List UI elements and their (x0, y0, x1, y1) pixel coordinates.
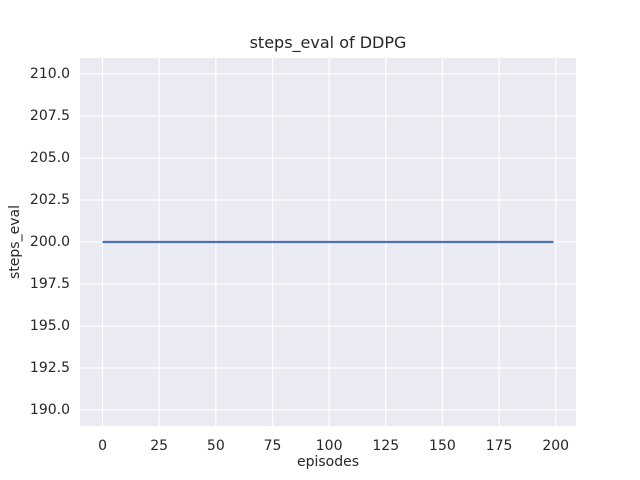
x-tick-label: 100 (315, 438, 343, 454)
y-tick-label: 200.0 (29, 234, 70, 250)
y-tick-label: 205.0 (29, 149, 70, 166)
x-tick-label: 200 (542, 438, 570, 454)
y-tick-label: 192.5 (29, 360, 70, 377)
x-tick-label: 25 (150, 438, 169, 454)
x-tick-label: 0 (98, 438, 107, 454)
x-axis-label: episodes (296, 454, 360, 470)
x-tick-label: 75 (263, 438, 282, 454)
x-tick-label: 150 (429, 438, 456, 454)
x-tick-label: 175 (485, 438, 513, 454)
y-tick-label: 197.5 (29, 276, 70, 292)
x-tick-label: 125 (372, 438, 400, 454)
y-tick-label: 202.5 (29, 191, 70, 208)
y-tick-label: 210.0 (29, 65, 70, 82)
y-tick-label: 190.0 (29, 402, 70, 419)
y-tick-label: 207.5 (29, 107, 70, 124)
chart-title: steps_eval of DDPG (249, 33, 407, 52)
y-tick-label: 195.0 (29, 318, 70, 335)
x-tick-label: 50 (206, 438, 225, 454)
y-axis-label: steps_eval (7, 205, 23, 279)
